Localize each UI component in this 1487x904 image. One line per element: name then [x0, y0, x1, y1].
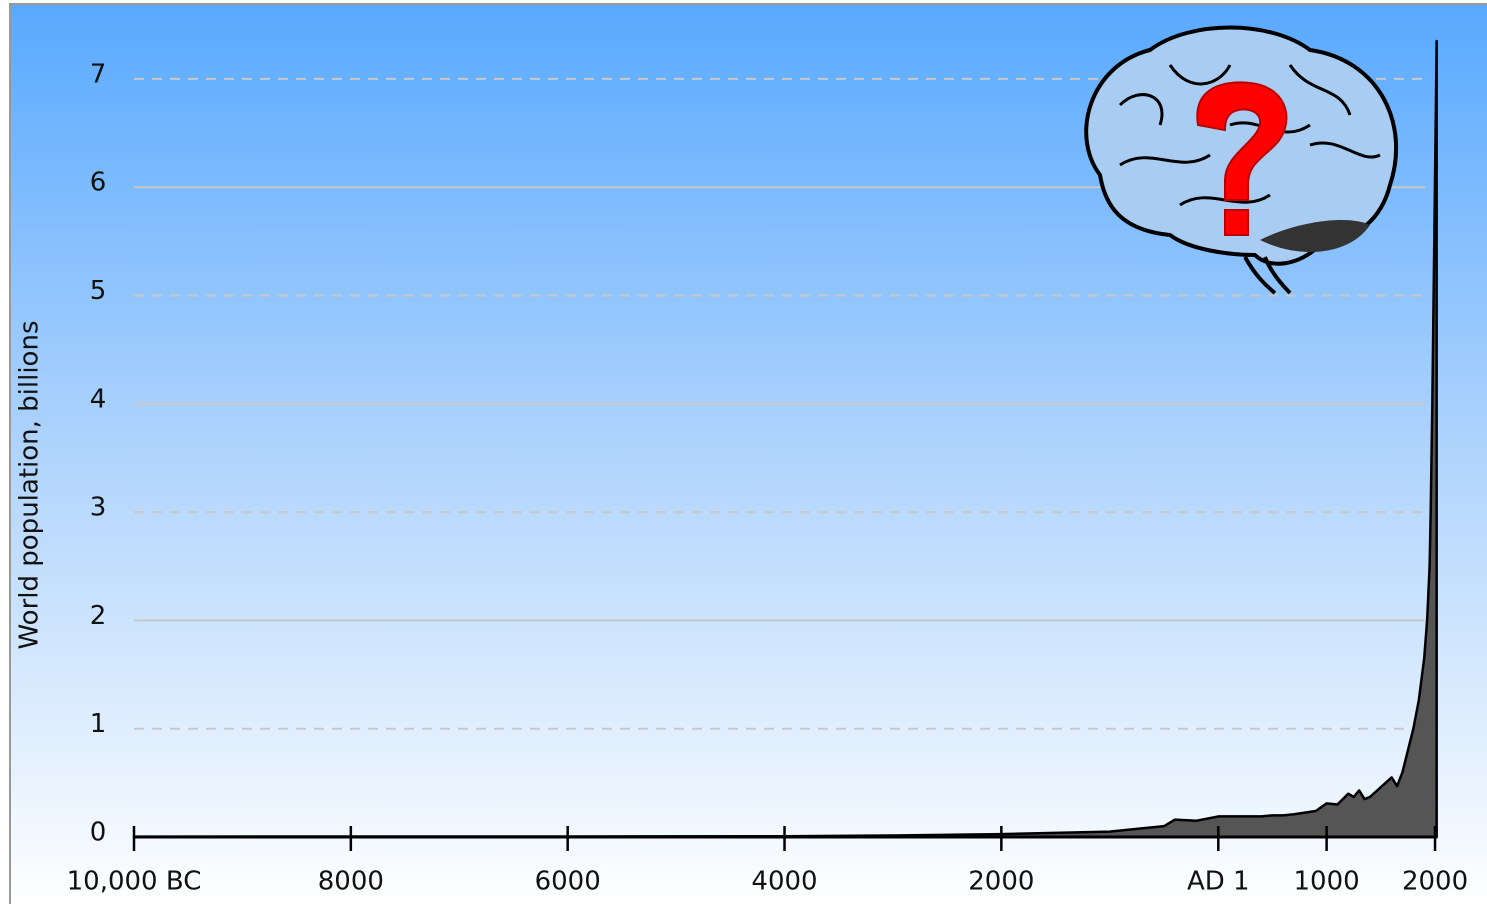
y-tick-label: 4	[90, 384, 107, 414]
y-tick-label: 6	[90, 168, 107, 198]
page: World population, billions 0 1 2 3 4 5 6 7 10,00…	[0, 0, 1487, 904]
y-tick-label: 7	[90, 59, 107, 89]
x-tick-label: AD 1	[1187, 867, 1250, 897]
x-tick-label: 8000	[318, 867, 384, 897]
y-tick-label: 3	[90, 493, 107, 523]
y-tick-label: 5	[90, 276, 107, 306]
x-tick-label: 4000	[751, 867, 817, 897]
y-axis-label: World population, billions	[15, 321, 45, 650]
x-tick-label: 6000	[535, 867, 601, 897]
x-tick-label: 10,000 BC	[67, 867, 202, 897]
y-tick-label: 0	[90, 818, 107, 848]
y-tick-label: 1	[90, 709, 107, 739]
x-tick-label: 2000	[1402, 867, 1468, 897]
x-tick-label: 2000	[968, 867, 1034, 897]
x-tick-label: 1000	[1294, 867, 1360, 897]
chart: World population, billions 0 1 2 3 4 5 6 7 10,00…	[0, 0, 1487, 904]
y-tick-label: 2	[90, 601, 107, 631]
